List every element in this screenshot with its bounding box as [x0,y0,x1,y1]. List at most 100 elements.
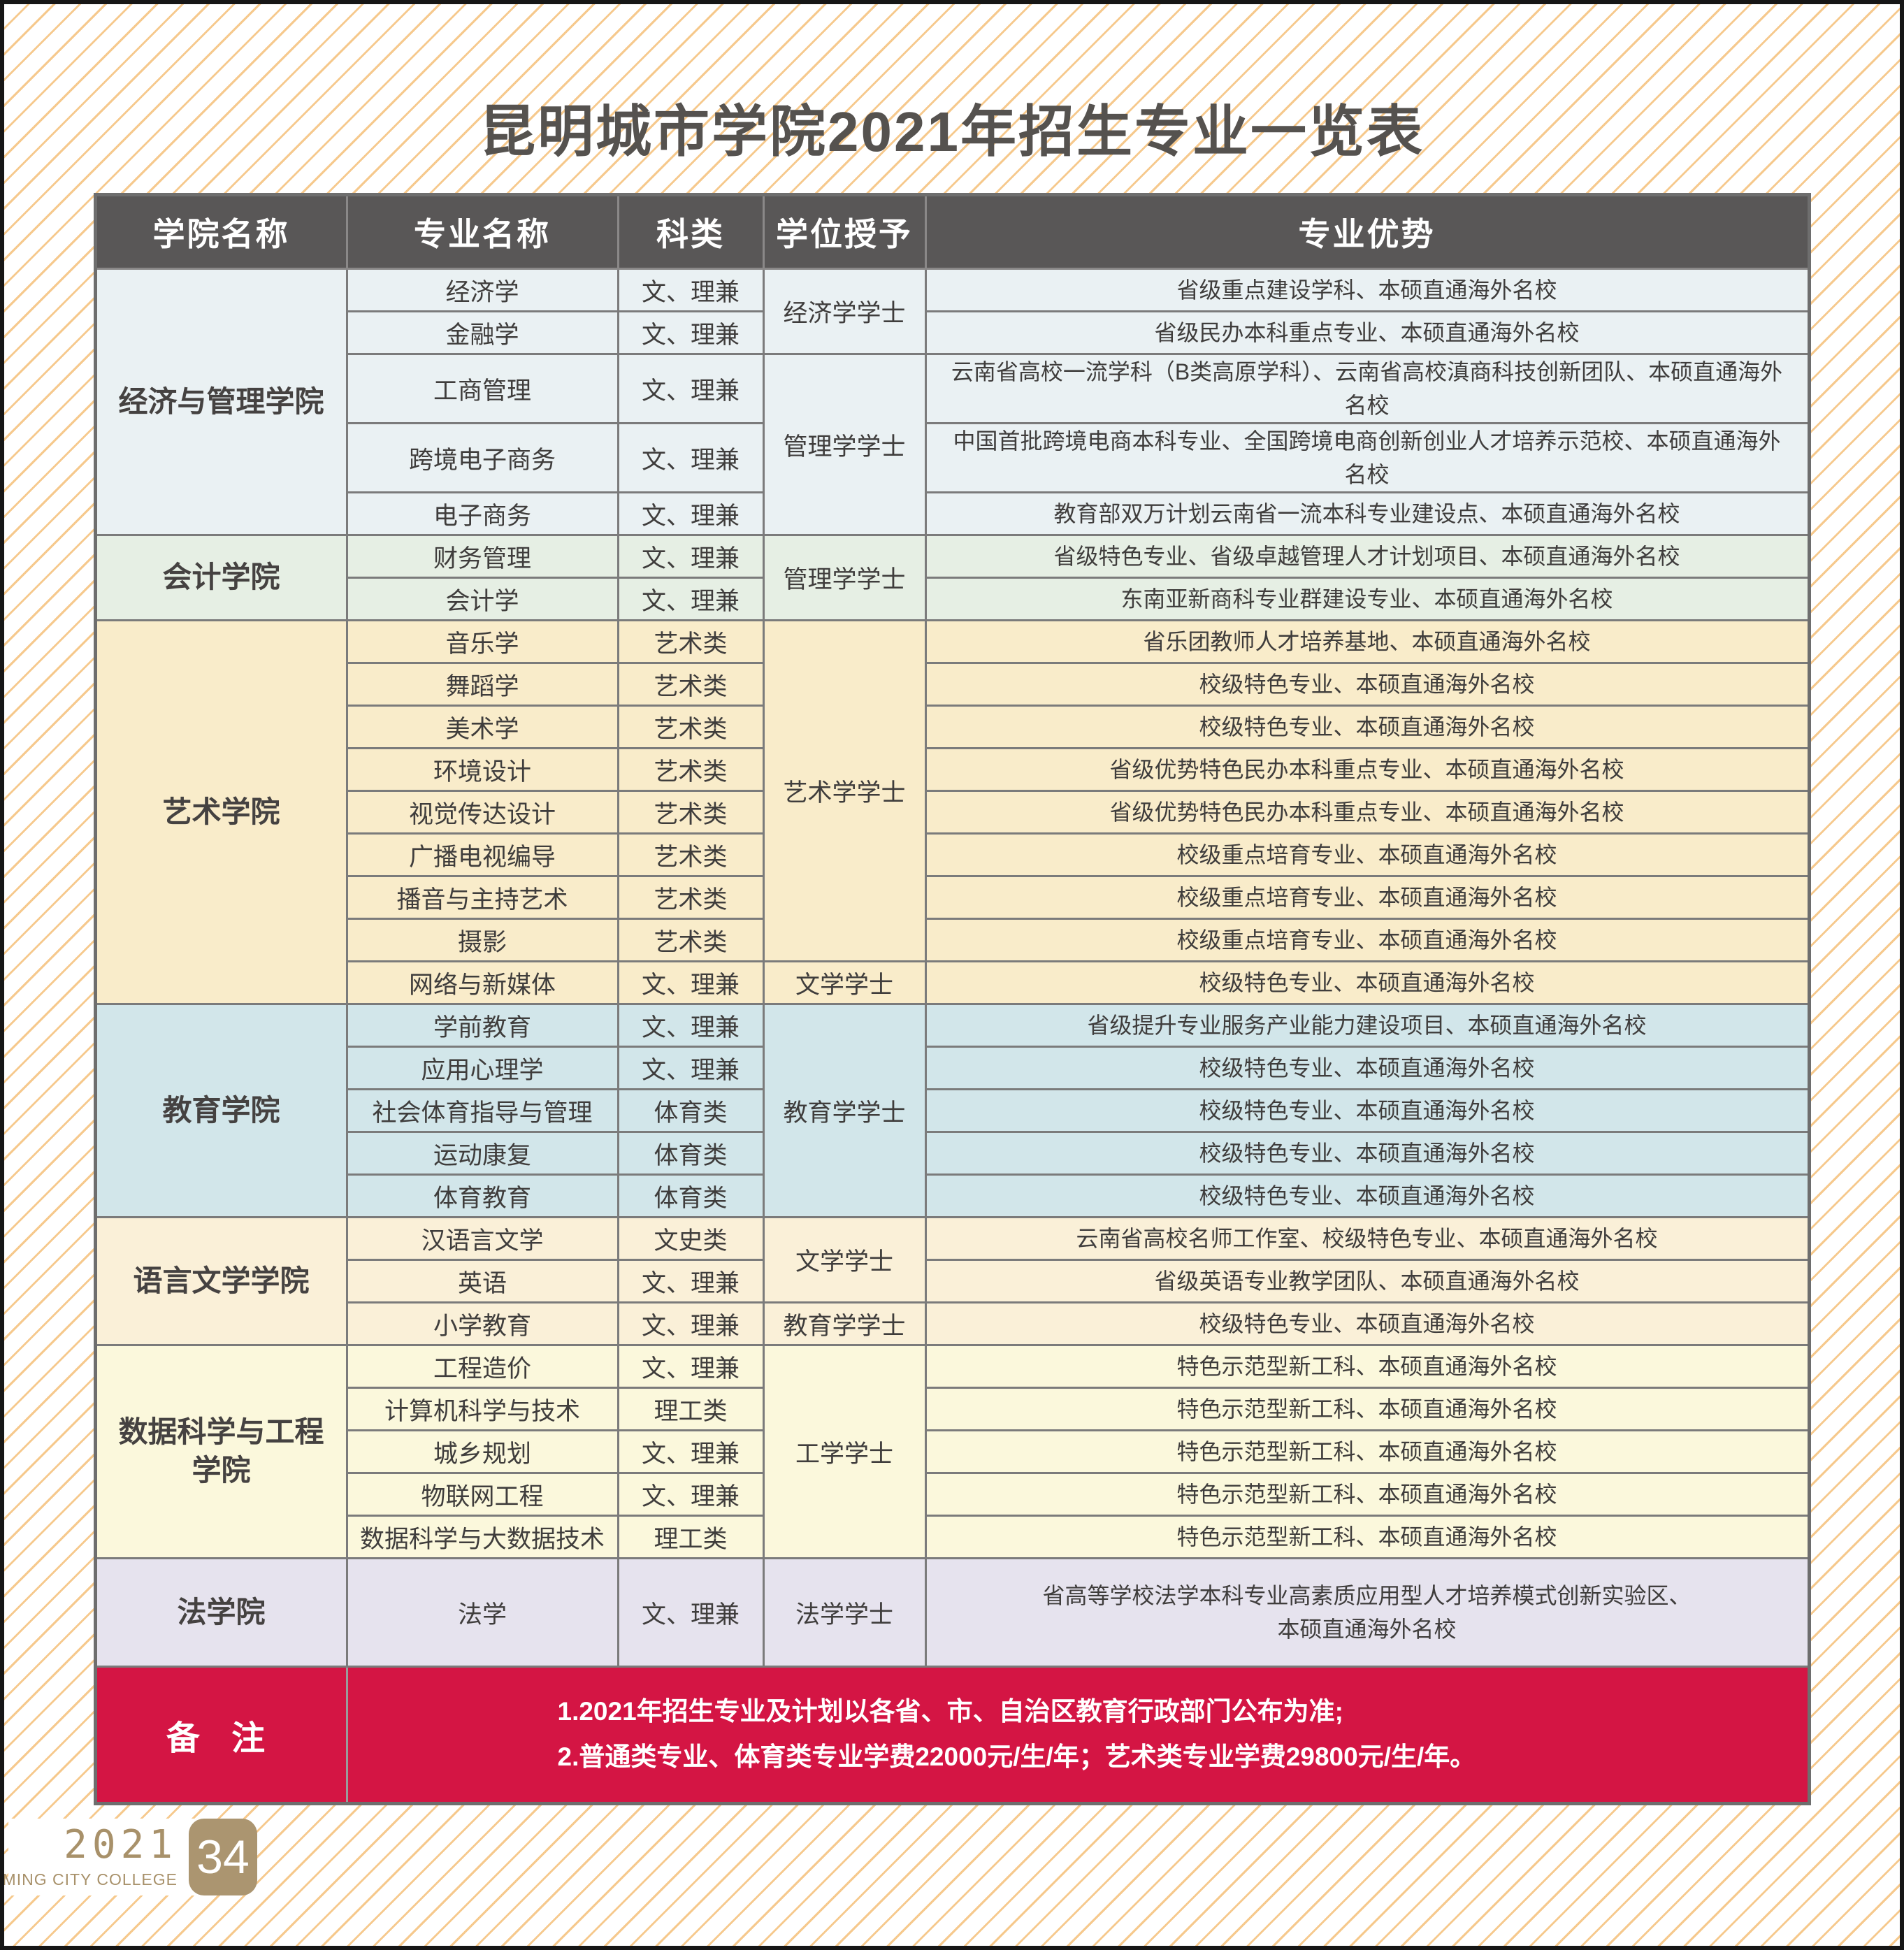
footer-logo: 2021 KUNMING CITY COLLEGE 34 [4,1819,257,1895]
table-row: 跨境电子商务 文、理兼 中国首批跨境电商本科专业、全国跨境电商创新创业人才培养示范校… [95,422,1810,493]
major-cell: 财务管理 [345,534,619,579]
college-name-cell: 数据科学与工程 学院 [94,1344,348,1559]
category-cell: 文、理兼 [616,1301,765,1346]
table-header: 学院名称 专业名称 科类 学位授予 专业优势 [94,194,1810,270]
table-row: 法学院 法学 文、理兼 法学学士 省高等学校法学本科专业高素质应用型人才培养模式创新实验… [94,1557,1810,1668]
college-name-cell: 教育学院 [94,1003,348,1218]
table-row: 教育学院 学前教育 文、理兼 教育学学士 省级提升专业服务产业能力建设项目、本硕直通海外… [94,1003,1810,1218]
advantage-cell: 校级重点培育专业、本硕直通海外名校 [924,918,1810,962]
advantage-cell: 特色示范型新工科、本硕直通海外名校 [924,1515,1810,1559]
major-cell: 汉语言文学 [345,1216,619,1261]
table-row: 运动康复 体育类 校级特色专业、本硕直通海外名校 [95,1131,1810,1176]
major-cell: 学前教育 [345,1003,619,1048]
remark-row: 备 注 1.2021年招生专业及计划以各省、市、自治区教育行政部门公布为准; 2… [94,1666,1810,1805]
advantage-cell: 校级特色专业、本硕直通海外名校 [924,705,1810,749]
advantage-cell: 省级民办本科重点专业、本硕直通海外名校 [924,310,1810,355]
advantage-cell: 校级特色专业、本硕直通海外名校 [924,1088,1810,1133]
degree-cell: 工学学士 [762,1344,927,1559]
footer-page-number: 34 [189,1819,257,1895]
major-cell: 舞蹈学 [345,662,619,707]
table-row: 计算机科学与技术 理工类 特色示范型新工科、本硕直通海外名校 [95,1387,1810,1431]
footer-brand: 2021 KUNMING CITY COLLEGE [4,1819,208,1895]
table-row: 小学教育 文、理兼 教育学学士 校级特色专业、本硕直通海外名校 [95,1301,1810,1346]
degree-cell: 法学学士 [762,1557,927,1668]
major-cell: 城乡规划 [345,1429,619,1474]
advantage-cell: 云南省高校一流学科（B类高原学科）、云南省高校滇商科技创新团队、本硕直通海外名校 [924,353,1810,424]
category-cell: 文、理兼 [616,268,765,312]
major-cell: 应用心理学 [345,1046,619,1090]
degree-cell: 经济学学士 [762,268,927,355]
degree-cell: 教育学学士 [762,1301,927,1346]
advantage-cell: 中国首批跨境电商本科专业、全国跨境电商创新创业人才培养示范校、本硕直通海外名校 [924,422,1810,493]
category-cell: 文、理兼 [616,1557,765,1668]
advantage-cell: 省级特色专业、省级卓越管理人才计划项目、本硕直通海外名校 [924,534,1810,579]
degree-cell: 管理学学士 [762,534,927,621]
category-cell: 文、理兼 [616,422,765,493]
category-cell: 文、理兼 [616,310,765,355]
table-row: 视觉传达设计 艺术类 省级优势特色民办本科重点专业、本硕直通海外名校 [95,790,1810,835]
table-row: 播音与主持艺术 艺术类 校级重点培育专业、本硕直通海外名校 [95,875,1810,920]
major-cell: 社会体育指导与管理 [345,1088,619,1133]
admissions-table: 学院名称 专业名称 科类 学位授予 专业优势 经济与管理学院 经济学 文、理兼 经济学… [93,193,1811,1805]
category-cell: 体育类 [616,1173,765,1218]
header-degree: 学位授予 [762,194,927,270]
advantage-cell: 省级重点建设学科、本硕直通海外名校 [924,268,1810,312]
advantage-cell: 校级特色专业、本硕直通海外名校 [924,960,1810,1005]
category-cell: 体育类 [616,1088,765,1133]
advantage-cell: 校级特色专业、本硕直通海外名校 [924,1046,1810,1090]
college-name-cell: 艺术学院 [94,619,348,1005]
advantage-cell: 特色示范型新工科、本硕直通海外名校 [924,1387,1810,1431]
table-row: 数据科学与大数据技术 理工类 特色示范型新工科、本硕直通海外名校 [95,1515,1810,1559]
category-cell: 艺术类 [616,790,765,835]
major-cell: 小学教育 [345,1301,619,1346]
table-row: 舞蹈学 艺术类 校级特色专业、本硕直通海外名校 [95,662,1810,707]
remark-body: 备 注 1.2021年招生专业及计划以各省、市、自治区教育行政部门公布为准; 2… [94,1666,1810,1805]
degree-cell: 文学学士 [762,1216,927,1303]
major-cell: 网络与新媒体 [345,960,619,1005]
major-cell: 法学 [345,1557,619,1668]
major-cell: 美术学 [345,705,619,749]
major-cell: 播音与主持艺术 [345,875,619,920]
major-cell: 英语 [345,1259,619,1303]
advantage-cell: 云南省高校名师工作室、校级特色专业、本硕直通海外名校 [924,1216,1810,1261]
advantage-cell: 特色示范型新工科、本硕直通海外名校 [924,1344,1810,1389]
table-row: 应用心理学 文、理兼 校级特色专业、本硕直通海外名校 [95,1046,1810,1090]
major-cell: 体育教育 [345,1173,619,1218]
degree-cell: 文学学士 [762,960,927,1005]
table-row: 美术学 艺术类 校级特色专业、本硕直通海外名校 [95,705,1810,749]
major-cell: 跨境电子商务 [345,422,619,493]
category-cell: 体育类 [616,1131,765,1176]
header-major-name: 专业名称 [345,194,619,270]
category-cell: 文、理兼 [616,960,765,1005]
major-cell: 金融学 [345,310,619,355]
category-cell: 艺术类 [616,705,765,749]
major-cell: 工程造价 [345,1344,619,1389]
advantage-cell: 教育部双万计划云南省一流本科专业建设点、本硕直通海外名校 [924,491,1810,536]
category-cell: 文、理兼 [616,1259,765,1303]
table-row: 体育教育 体育类 校级特色专业、本硕直通海外名校 [95,1173,1810,1218]
table-row: 社会体育指导与管理 体育类 校级特色专业、本硕直通海外名校 [95,1088,1810,1133]
table-row: 广播电视编导 艺术类 校级重点培育专业、本硕直通海外名校 [95,832,1810,877]
category-cell: 文、理兼 [616,1429,765,1474]
advantage-cell: 省级优势特色民办本科重点专业、本硕直通海外名校 [924,790,1810,835]
major-cell: 经济学 [345,268,619,312]
advantage-cell: 校级特色专业、本硕直通海外名校 [924,1131,1810,1176]
degree-cell: 教育学学士 [762,1003,927,1218]
major-cell: 视觉传达设计 [345,790,619,835]
table-row: 金融学 文、理兼 省级民办本科重点专业、本硕直通海外名校 [95,310,1810,355]
table-row: 工商管理 文、理兼 管理学学士 云南省高校一流学科（B类高原学科）、云南省高校滇商科技… [95,353,1810,536]
table-row: 经济与管理学院 经济学 文、理兼 经济学学士 省级重点建设学科、本硕直通海外名校 [94,268,1810,536]
category-cell: 文、理兼 [616,353,765,424]
advantage-cell: 校级特色专业、本硕直通海外名校 [924,1173,1810,1218]
degree-cell: 艺术学学士 [762,619,927,962]
advantage-cell: 省级英语专业教学团队、本硕直通海外名校 [924,1259,1810,1303]
advantage-cell: 省级优势特色民办本科重点专业、本硕直通海外名校 [924,747,1810,792]
table-row: 电子商务 文、理兼 教育部双万计划云南省一流本科专业建设点、本硕直通海外名校 [95,491,1810,536]
category-cell: 艺术类 [616,619,765,664]
major-cell: 工商管理 [345,353,619,424]
major-cell: 环境设计 [345,747,619,792]
category-cell: 文、理兼 [616,1344,765,1389]
major-cell: 音乐学 [345,619,619,664]
college-name-cell: 法学院 [94,1557,348,1668]
